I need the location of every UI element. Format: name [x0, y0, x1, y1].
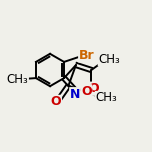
- Text: CH₃: CH₃: [95, 92, 117, 104]
- Text: O: O: [81, 85, 92, 98]
- Text: O: O: [51, 95, 61, 108]
- Text: N: N: [70, 88, 80, 101]
- Text: Br: Br: [79, 49, 94, 62]
- Text: O: O: [89, 82, 99, 95]
- Text: CH₃: CH₃: [7, 73, 28, 86]
- Text: CH₃: CH₃: [98, 52, 120, 66]
